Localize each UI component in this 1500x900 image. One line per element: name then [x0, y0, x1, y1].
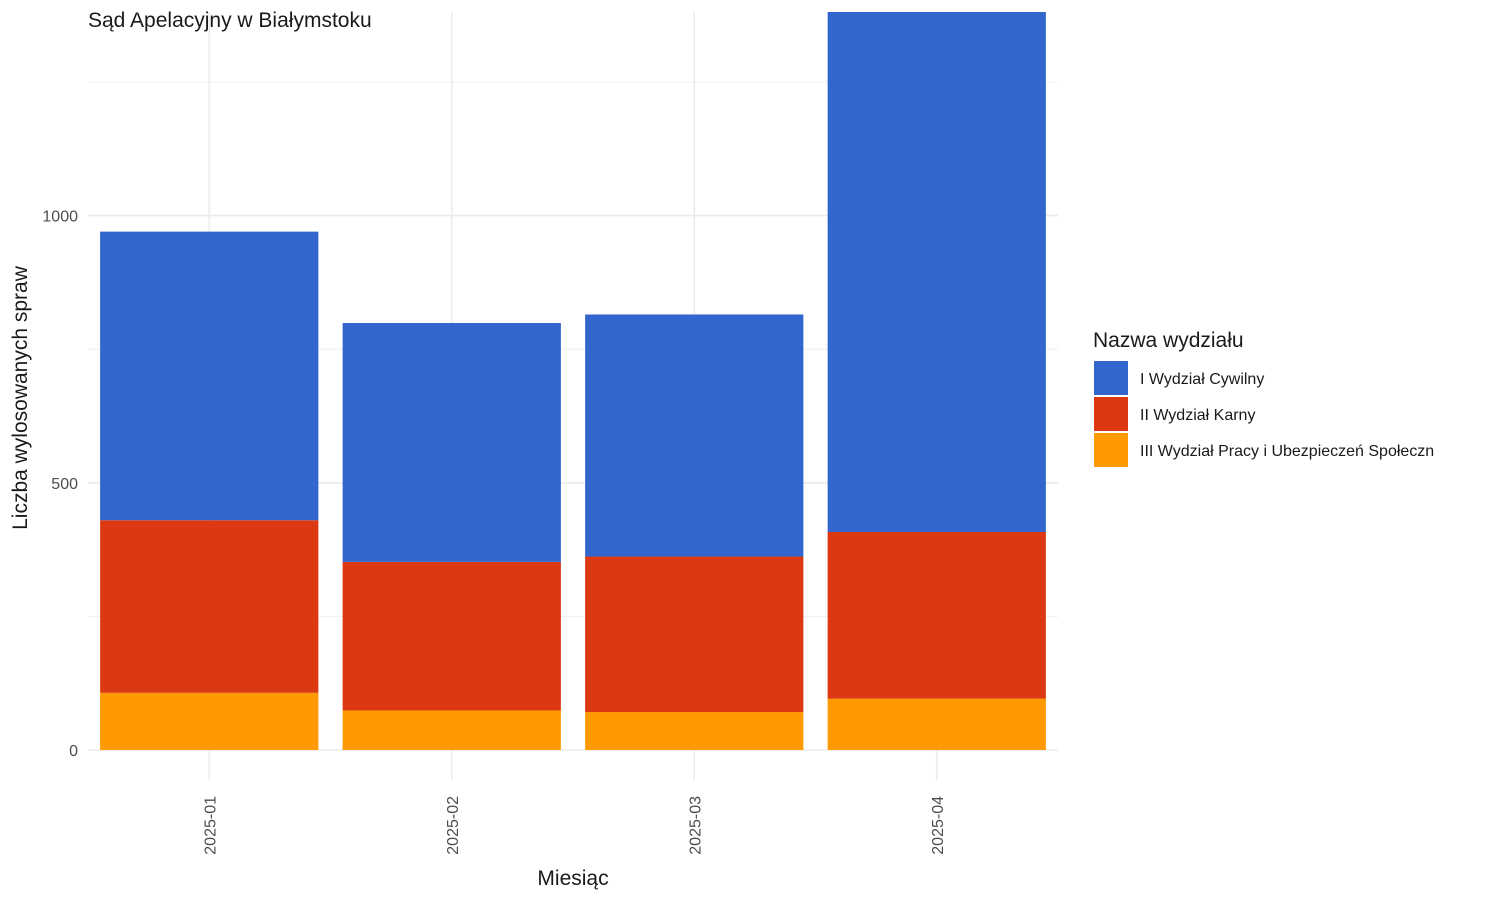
y-tick-label: 500 — [51, 476, 78, 493]
bar-2025-02-ii-wydzial-karny — [342, 561, 561, 711]
bar-2025-01-i-wydzial-cywilny — [100, 231, 319, 521]
legend-label: I Wydział Cywilny — [1140, 371, 1264, 388]
bar-2025-04-ii-wydzial-karny — [827, 531, 1046, 699]
chart-title: Sąd Apelacyjny w Białymstoku — [88, 9, 372, 32]
bar-2025-04-i-wydzial-cywilny — [827, 12, 1046, 532]
x-axis-title: Miesiąc — [537, 867, 608, 890]
legend-key-iii-wydzial-pracy-i-ubezpieczen-spoleczn — [1094, 433, 1128, 467]
y-tick-label: 1000 — [42, 209, 78, 226]
bar-2025-02-iii-wydzial-pracy-i-ubezpieczen-spoleczn — [342, 710, 561, 750]
x-tick-label: 2025-04 — [930, 796, 947, 855]
legend-label: II Wydział Karny — [1140, 407, 1255, 424]
bar-2025-01-ii-wydzial-karny — [100, 520, 319, 693]
bar-2025-04-iii-wydzial-pracy-i-ubezpieczen-spoleczn — [827, 698, 1046, 750]
legend-label: III Wydział Pracy i Ubezpieczeń Społeczn — [1140, 443, 1434, 460]
x-tick-label: 2025-02 — [445, 796, 462, 855]
x-axis-ticks: 2025-01 2025-02 2025-03 2025-04 — [202, 796, 947, 855]
bar-2025-03-ii-wydzial-karny — [585, 556, 804, 713]
bar-2025-03-iii-wydzial-pracy-i-ubezpieczen-spoleczn — [585, 712, 804, 750]
legend: Nazwa wydziału I Wydział Cywilny II Wydzi… — [1093, 329, 1434, 467]
y-axis-title: Liczba wylosowanych spraw — [9, 265, 32, 530]
x-tick-label: 2025-03 — [687, 796, 704, 855]
bar-2025-01-iii-wydzial-pracy-i-ubezpieczen-spoleczn — [100, 692, 319, 750]
bar-2025-02-i-wydzial-cywilny — [342, 323, 561, 562]
legend-title: Nazwa wydziału — [1093, 329, 1244, 352]
bar-2025-03-i-wydzial-cywilny — [585, 314, 804, 557]
legend-key-ii-wydzial-karny — [1094, 397, 1128, 431]
y-axis-ticks: 0 500 1000 — [42, 209, 78, 760]
bars — [100, 12, 1046, 750]
y-tick-label: 0 — [69, 743, 78, 760]
legend-key-i-wydzial-cywilny — [1094, 361, 1128, 395]
x-tick-label: 2025-01 — [202, 796, 219, 855]
